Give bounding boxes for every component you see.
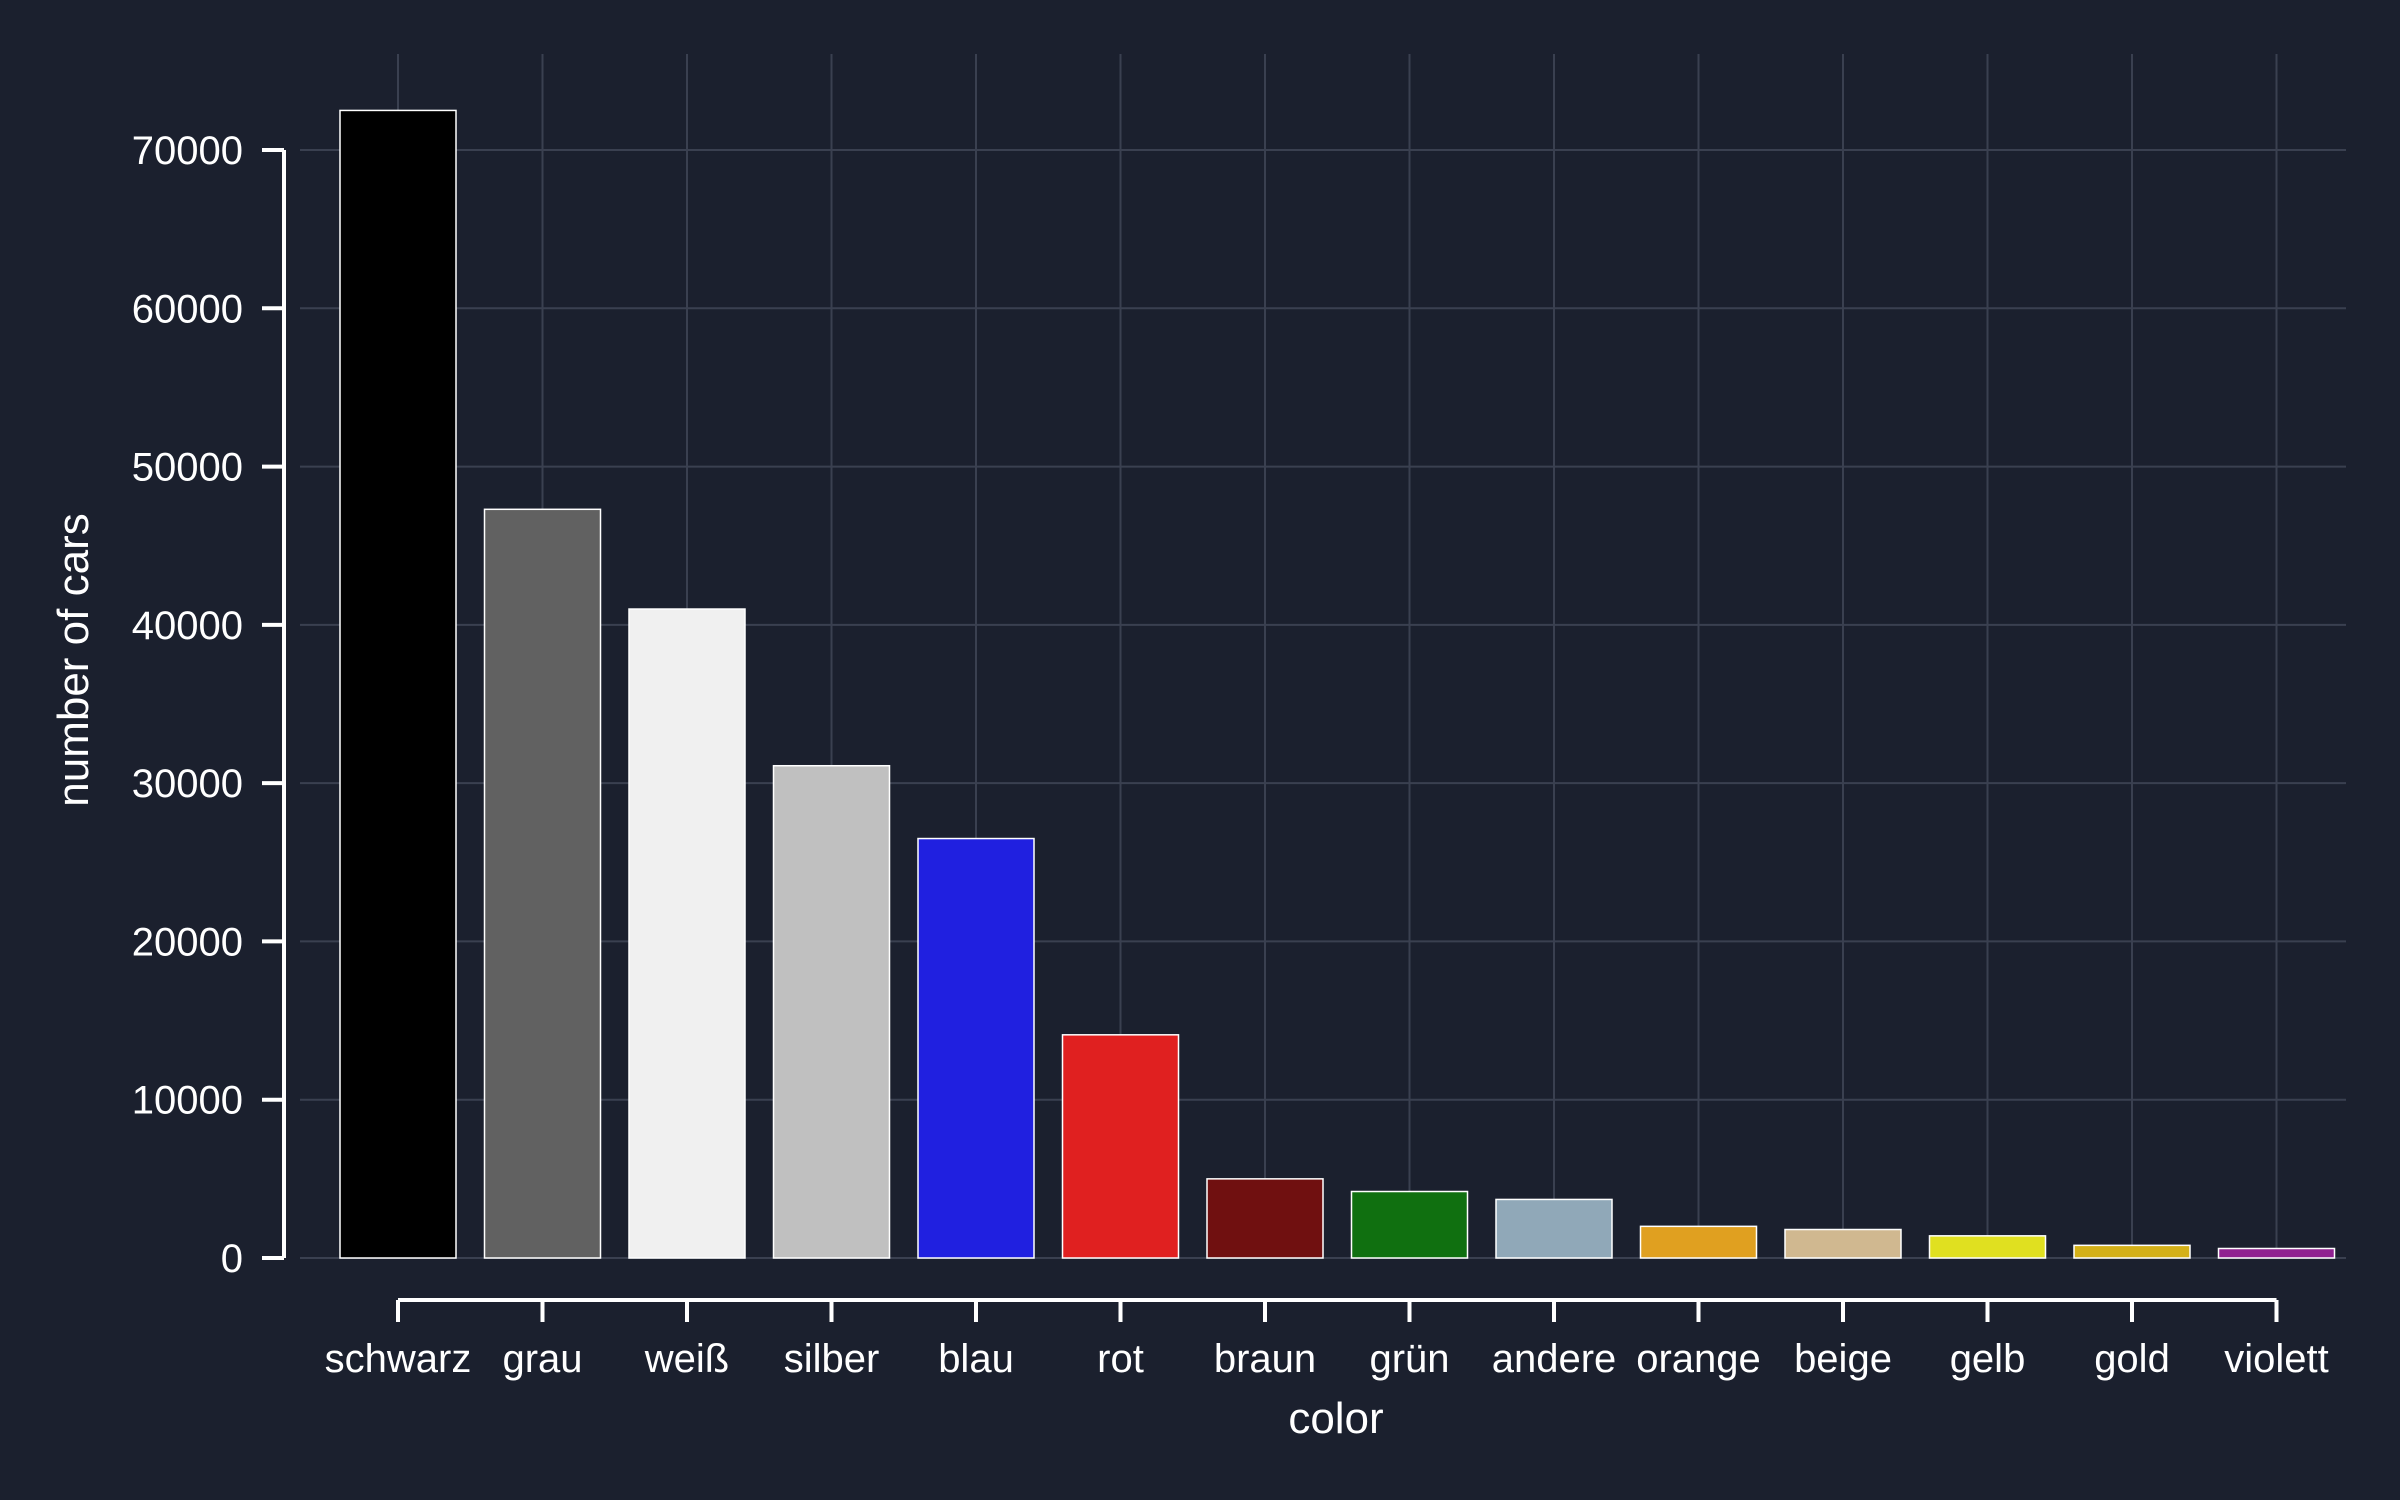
bar-weiß (628, 608, 746, 1259)
y-gridlines (300, 149, 2346, 1259)
bar-rot (1061, 1034, 1180, 1259)
x-tick-label: braun (1214, 1337, 1316, 1381)
bar-schwarz (339, 109, 457, 1259)
y-axis-title: number of cars (49, 513, 98, 806)
y-tick-label: 40000 (132, 604, 243, 648)
x-tick-label: rot (1097, 1337, 1144, 1381)
bars (339, 109, 2336, 1259)
bar-grün (1350, 1190, 1469, 1259)
bar-gelb (1928, 1235, 2047, 1259)
x-tick-label: grün (1369, 1337, 1449, 1381)
bar-silber (772, 764, 891, 1259)
x-tick-label: weiß (644, 1337, 729, 1381)
x-axis: schwarz grau weiß silber blau rot braun grün and… (325, 1298, 2329, 1381)
x-tick-label: orange (1636, 1337, 1761, 1381)
x-tick-label: silber (784, 1337, 880, 1381)
x-tick-label: beige (1794, 1337, 1892, 1381)
x-tick-label: blau (938, 1337, 1014, 1381)
y-axis: 0 10000 20000 30000 40000 50000 60000 70000 (132, 129, 286, 1281)
y-tick-label: 10000 (132, 1079, 243, 1123)
bar-gold (2073, 1244, 2191, 1259)
bar-orange (1639, 1225, 1758, 1259)
y-tick-label: 60000 (132, 287, 243, 331)
bar-blau (917, 837, 1035, 1259)
x-tick-label: andere (1492, 1337, 1617, 1381)
x-tick-label: schwarz (325, 1337, 472, 1381)
bar-braun (1206, 1178, 1324, 1259)
bar-beige (1784, 1228, 1902, 1259)
y-tick-label: 30000 (132, 762, 243, 806)
bar-andere (1495, 1198, 1613, 1259)
y-tick-label: 20000 (132, 920, 243, 964)
bar-grau (483, 508, 602, 1259)
y-tick-label: 70000 (132, 129, 243, 173)
bar-violett (2217, 1247, 2336, 1259)
x-tick-label: gelb (1950, 1337, 2026, 1381)
y-tick-label: 0 (221, 1237, 243, 1281)
x-tick-label: violett (2224, 1337, 2329, 1381)
x-tick-label: gold (2094, 1337, 2170, 1381)
x-axis-title: color (1288, 1394, 1383, 1443)
y-tick-label: 50000 (132, 446, 243, 490)
x-tick-label: grau (502, 1337, 582, 1381)
